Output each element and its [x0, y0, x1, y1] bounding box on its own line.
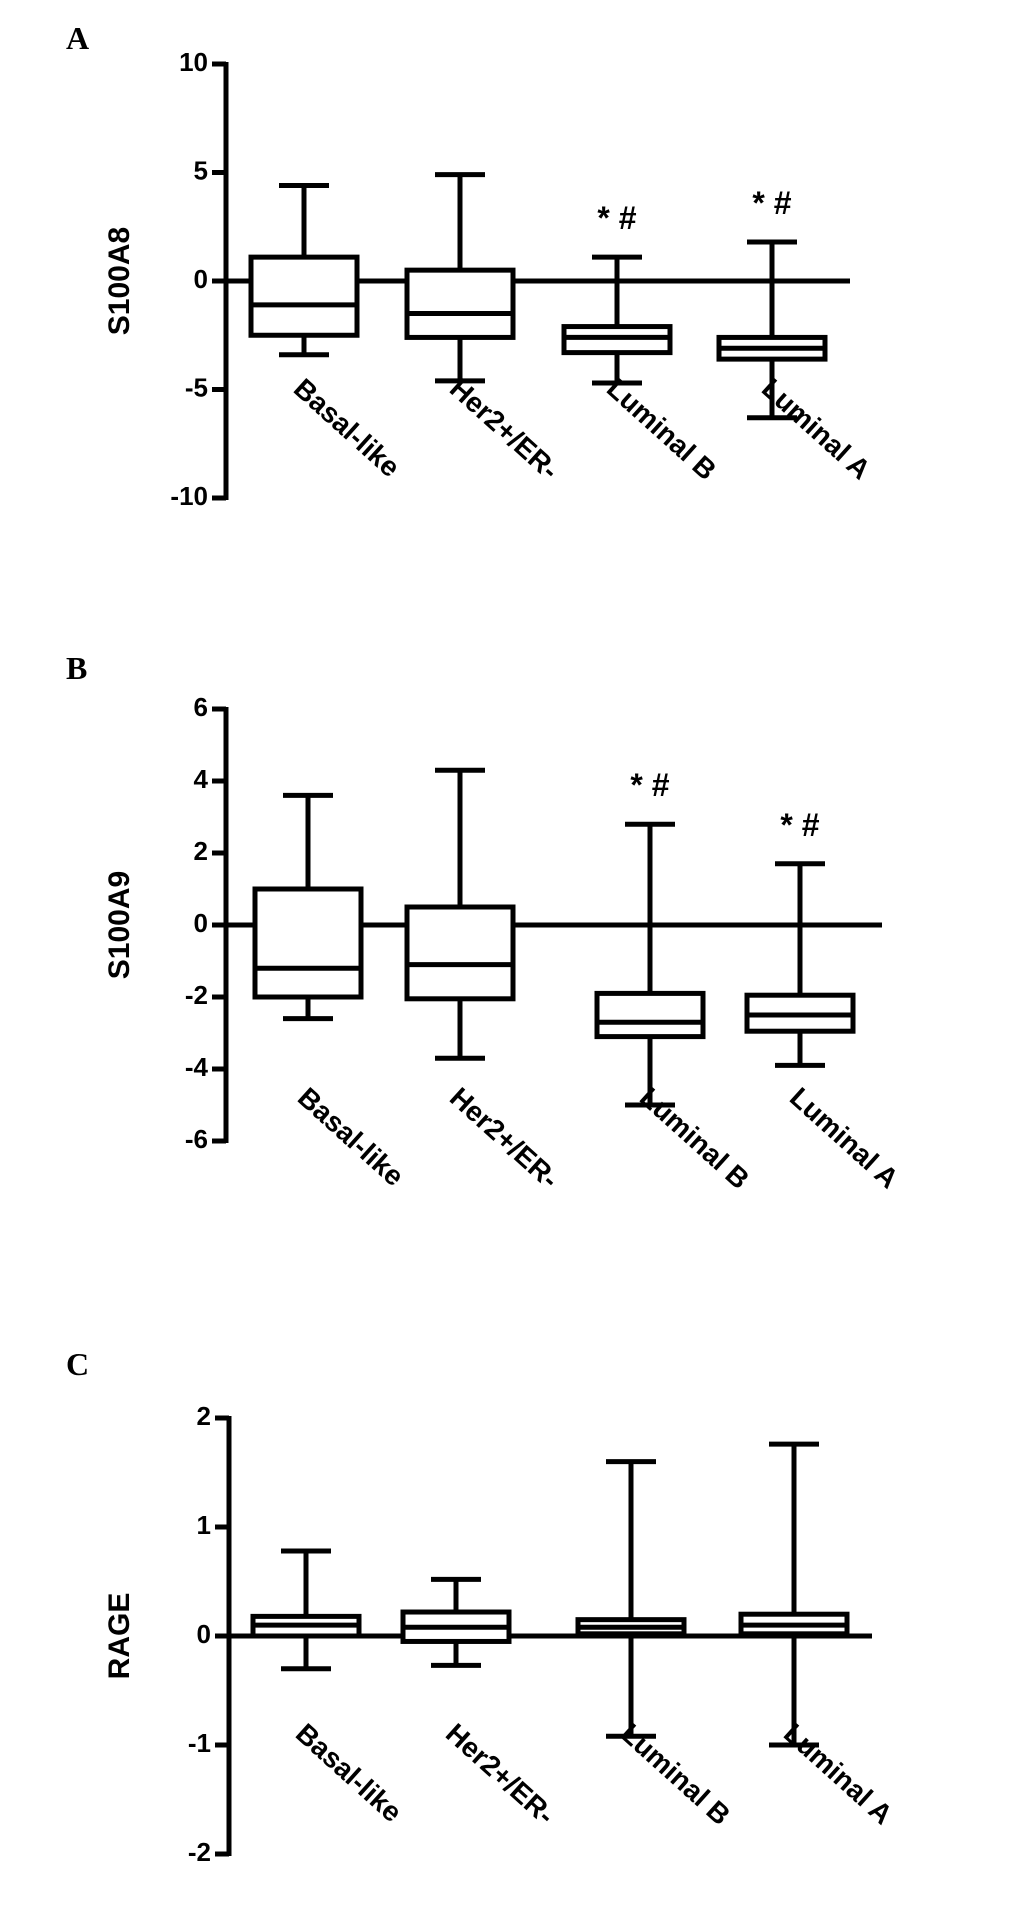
y-tick-label: -10 — [170, 481, 208, 511]
y-tick-label: -1 — [188, 1728, 211, 1758]
y-tick-label: -2 — [185, 980, 208, 1010]
y-axis-label: S100A8 — [103, 227, 136, 335]
x-tick-label: Her2+/ER- — [444, 1081, 565, 1194]
x-tick-label: Luminal B — [601, 372, 722, 486]
y-tick-label: -6 — [185, 1124, 208, 1154]
x-tick-label: Her2+/ER- — [444, 372, 565, 485]
y-tick-label: 0 — [194, 908, 208, 938]
box — [252, 886, 364, 1000]
x-tick-label: Basal-like — [292, 1081, 410, 1192]
y-tick-label: 5 — [194, 155, 208, 185]
x-tick-label: Luminal A — [778, 1717, 899, 1830]
x-tick-label: Basal-like — [288, 372, 406, 483]
y-tick-label: -5 — [185, 372, 208, 402]
x-tick-label: Luminal B — [634, 1081, 755, 1195]
annotation: * # — [752, 185, 791, 221]
box — [404, 267, 516, 340]
annotation: * # — [780, 807, 819, 843]
x-tick-label: Luminal A — [784, 1081, 905, 1194]
y-tick-label: 2 — [194, 836, 208, 866]
panel-label: C — [66, 1346, 89, 1382]
y-tick-label: 1 — [197, 1510, 211, 1540]
annotation: * # — [630, 767, 669, 803]
y-tick-label: 6 — [194, 692, 208, 722]
x-tick-label: Luminal A — [756, 372, 877, 485]
y-tick-label: 0 — [197, 1619, 211, 1649]
y-axis-label: S100A9 — [103, 871, 136, 979]
x-tick-label: Her2+/ER- — [440, 1717, 561, 1830]
panel-label: B — [66, 650, 87, 686]
box — [248, 254, 360, 338]
annotation: * # — [597, 200, 636, 236]
box — [594, 990, 706, 1040]
y-tick-label: 2 — [197, 1401, 211, 1431]
x-tick-label: Luminal B — [615, 1717, 736, 1831]
y-axis-label: RAGE — [103, 1593, 136, 1680]
y-tick-label: 4 — [194, 764, 209, 794]
y-tick-label: -2 — [188, 1837, 211, 1867]
y-tick-label: 0 — [194, 264, 208, 294]
y-tick-label: 10 — [179, 47, 208, 77]
y-tick-label: -4 — [185, 1052, 209, 1082]
box — [404, 904, 516, 1002]
x-tick-label: Basal-like — [290, 1717, 408, 1828]
panel-label: A — [66, 20, 89, 56]
